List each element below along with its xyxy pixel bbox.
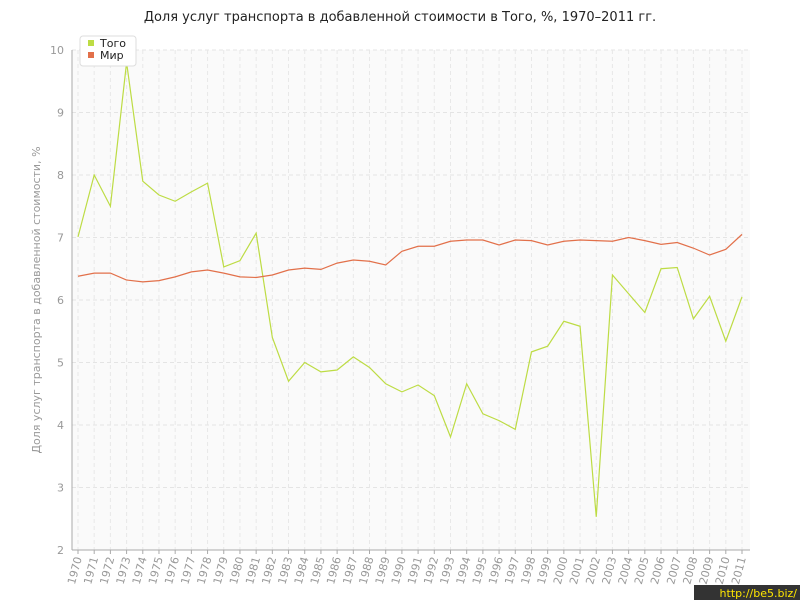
y-axis-label: Доля услуг транспорта в добавленной стои… — [30, 146, 43, 453]
watermark-bg — [694, 585, 800, 600]
chart-title: Доля услуг транспорта в добавленной стои… — [144, 10, 656, 25]
series-line — [77, 233, 743, 283]
y-tick-label: 3 — [57, 482, 64, 495]
y-tick-label: 10 — [50, 44, 64, 57]
y-tick-label: 8 — [57, 169, 64, 182]
legend-text: Мир — [100, 49, 124, 62]
y-tick-label: 2 — [57, 544, 64, 557]
y-tick-label: 6 — [57, 294, 64, 307]
watermark: http://be5.biz/ — [720, 587, 798, 600]
y-tick-label: 4 — [57, 419, 64, 432]
legend-swatch — [88, 52, 94, 58]
legend-swatch — [88, 40, 94, 46]
y-tick-label: 5 — [57, 357, 64, 370]
y-tick-label: 7 — [57, 232, 64, 245]
series-line — [77, 62, 743, 517]
legend-text: Того — [99, 37, 126, 50]
y-tick-label: 9 — [57, 107, 64, 120]
